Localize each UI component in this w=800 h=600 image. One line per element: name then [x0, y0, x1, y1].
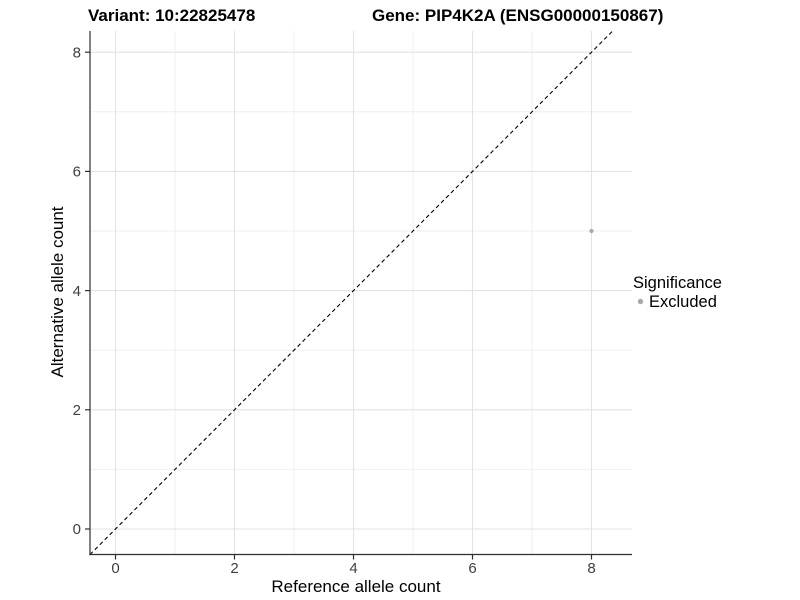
- x-axis-title: Reference allele count: [271, 577, 440, 596]
- grid-major-lines: [90, 31, 632, 555]
- y-tick-label: 8: [73, 44, 81, 61]
- legend: Significance Excluded: [633, 274, 722, 311]
- x-tick-label: 2: [230, 560, 238, 577]
- identity-line-layer: [89, 30, 614, 556]
- axis-ticks: [85, 51, 593, 560]
- legend-title: Significance: [633, 274, 722, 292]
- data-points-layer: [589, 228, 594, 234]
- x-tick-label: 0: [111, 560, 119, 577]
- x-tick-label: 8: [587, 560, 595, 577]
- plot-title-gene: Gene: PIP4K2A (ENSG00000150867): [372, 6, 663, 25]
- legend-item-excluded: Excluded: [649, 293, 717, 311]
- y-tick-label: 4: [73, 283, 81, 300]
- identity-dashed-line: [89, 30, 614, 556]
- y-tick-label: 2: [73, 402, 81, 419]
- y-axis-title: Alternative allele count: [48, 206, 67, 377]
- axis-lines: [89, 31, 632, 556]
- data-point: [589, 228, 594, 234]
- y-tick-label: 0: [73, 521, 81, 538]
- plot-title-variant: Variant: 10:22825478: [88, 6, 255, 25]
- axis-tick-labels: 0 2 4 6 8 0 2 4 6 8: [73, 44, 596, 577]
- x-tick-label: 4: [349, 560, 357, 577]
- x-tick-label: 6: [468, 560, 476, 577]
- grid-minor-lines: [90, 31, 632, 555]
- y-tick-label: 6: [73, 164, 81, 181]
- legend-marker-excluded-icon: [637, 298, 644, 305]
